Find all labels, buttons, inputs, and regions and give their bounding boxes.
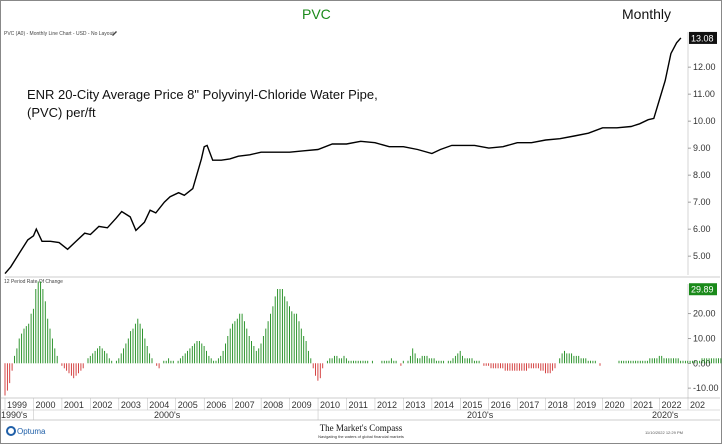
year-label: 2006	[206, 400, 226, 410]
symbol-title: PVC	[302, 6, 331, 22]
roc-last-value-label: 29.89	[691, 285, 714, 295]
price-tick-label: 6.00	[693, 224, 711, 234]
decade-label: 1990's	[1, 410, 28, 420]
periodicity-label: Monthly	[622, 6, 672, 22]
year-label: 2008	[263, 400, 283, 410]
year-label: 2003	[121, 400, 141, 410]
roc-last-value-badge	[689, 283, 717, 296]
price-tick-label: 9.00	[693, 143, 711, 153]
year-label: 2007	[235, 400, 255, 410]
year-label: 2010	[320, 400, 340, 410]
year-label: 2002	[92, 400, 112, 410]
price-series-line	[4, 37, 682, 275]
roc-tick-label: 20.00	[693, 309, 716, 319]
price-tick-label: 7.00	[693, 197, 711, 207]
brand-tagline: Navigating the waters of global financia…	[318, 434, 404, 439]
year-label: 2004	[149, 400, 169, 410]
optuma-logo-text: Optuma	[17, 427, 46, 436]
year-label: 2001	[64, 400, 84, 410]
year-label: 2021	[633, 400, 653, 410]
price-panel: 5.00 6.00 7.00 8.00 9.00 10.00 11.00 12.00 13.08	[4, 31, 717, 275]
year-label: 2017	[519, 400, 539, 410]
x-axis: 1999 2000 2001 2002 2003 2004 2005 2006 2007 2008…	[0, 397, 720, 421]
year-label: 2011	[349, 400, 368, 410]
year-label: 2000	[35, 400, 55, 410]
decade-label: 2020's	[652, 410, 679, 420]
year-label: 2012	[377, 400, 397, 410]
decade-label: 2000's	[154, 410, 181, 420]
footer: Optuma The Market's Compass Navigating t…	[6, 423, 683, 439]
year-label: 1999	[7, 400, 27, 410]
year-label: 2013	[405, 400, 425, 410]
pencil-icon[interactable]	[112, 31, 117, 36]
price-last-value-badge	[689, 31, 717, 44]
decade-label: 2010's	[467, 410, 494, 420]
chart-title-line2: (PVC) per/ft	[27, 105, 96, 120]
roc-tick-label: 0.00	[693, 358, 711, 368]
year-label: 2019	[576, 400, 596, 410]
year-label: 2005	[178, 400, 198, 410]
price-tick-label: 5.00	[693, 251, 711, 261]
timestamp: 11/10/2022 12:29 PM	[645, 430, 683, 435]
year-label: 202	[690, 400, 705, 410]
roc-panel: -10.00 0.00 10.00 20.00 29.89	[4, 276, 722, 398]
price-tick-label: 10.00	[693, 116, 716, 126]
year-label: 2016	[491, 400, 511, 410]
chart-subtitle: PVC (A0) - Monthly Line Chart - USD - No…	[4, 31, 114, 37]
price-tick-label: 11.00	[693, 89, 715, 99]
price-tick-label: 12.00	[693, 62, 716, 72]
brand-name: The Market's Compass	[320, 423, 403, 433]
optuma-logo-icon	[6, 426, 16, 436]
price-tick-label: 8.00	[693, 170, 711, 180]
price-last-value-label: 13.08	[691, 33, 714, 43]
year-label: 2014	[434, 400, 454, 410]
year-label: 2018	[548, 400, 568, 410]
year-label: 2022	[662, 400, 682, 410]
roc-tick-label: 10.00	[693, 334, 716, 344]
year-label: 2009	[292, 400, 312, 410]
chart-title-line1: ENR 20-City Average Price 8" Polyvinyl-C…	[27, 87, 378, 102]
roc-label: 12 Period Rate Of Change	[4, 279, 63, 285]
year-label: 2020	[605, 400, 625, 410]
roc-tick-label: -10.00	[693, 383, 719, 393]
year-label: 2015	[462, 400, 482, 410]
